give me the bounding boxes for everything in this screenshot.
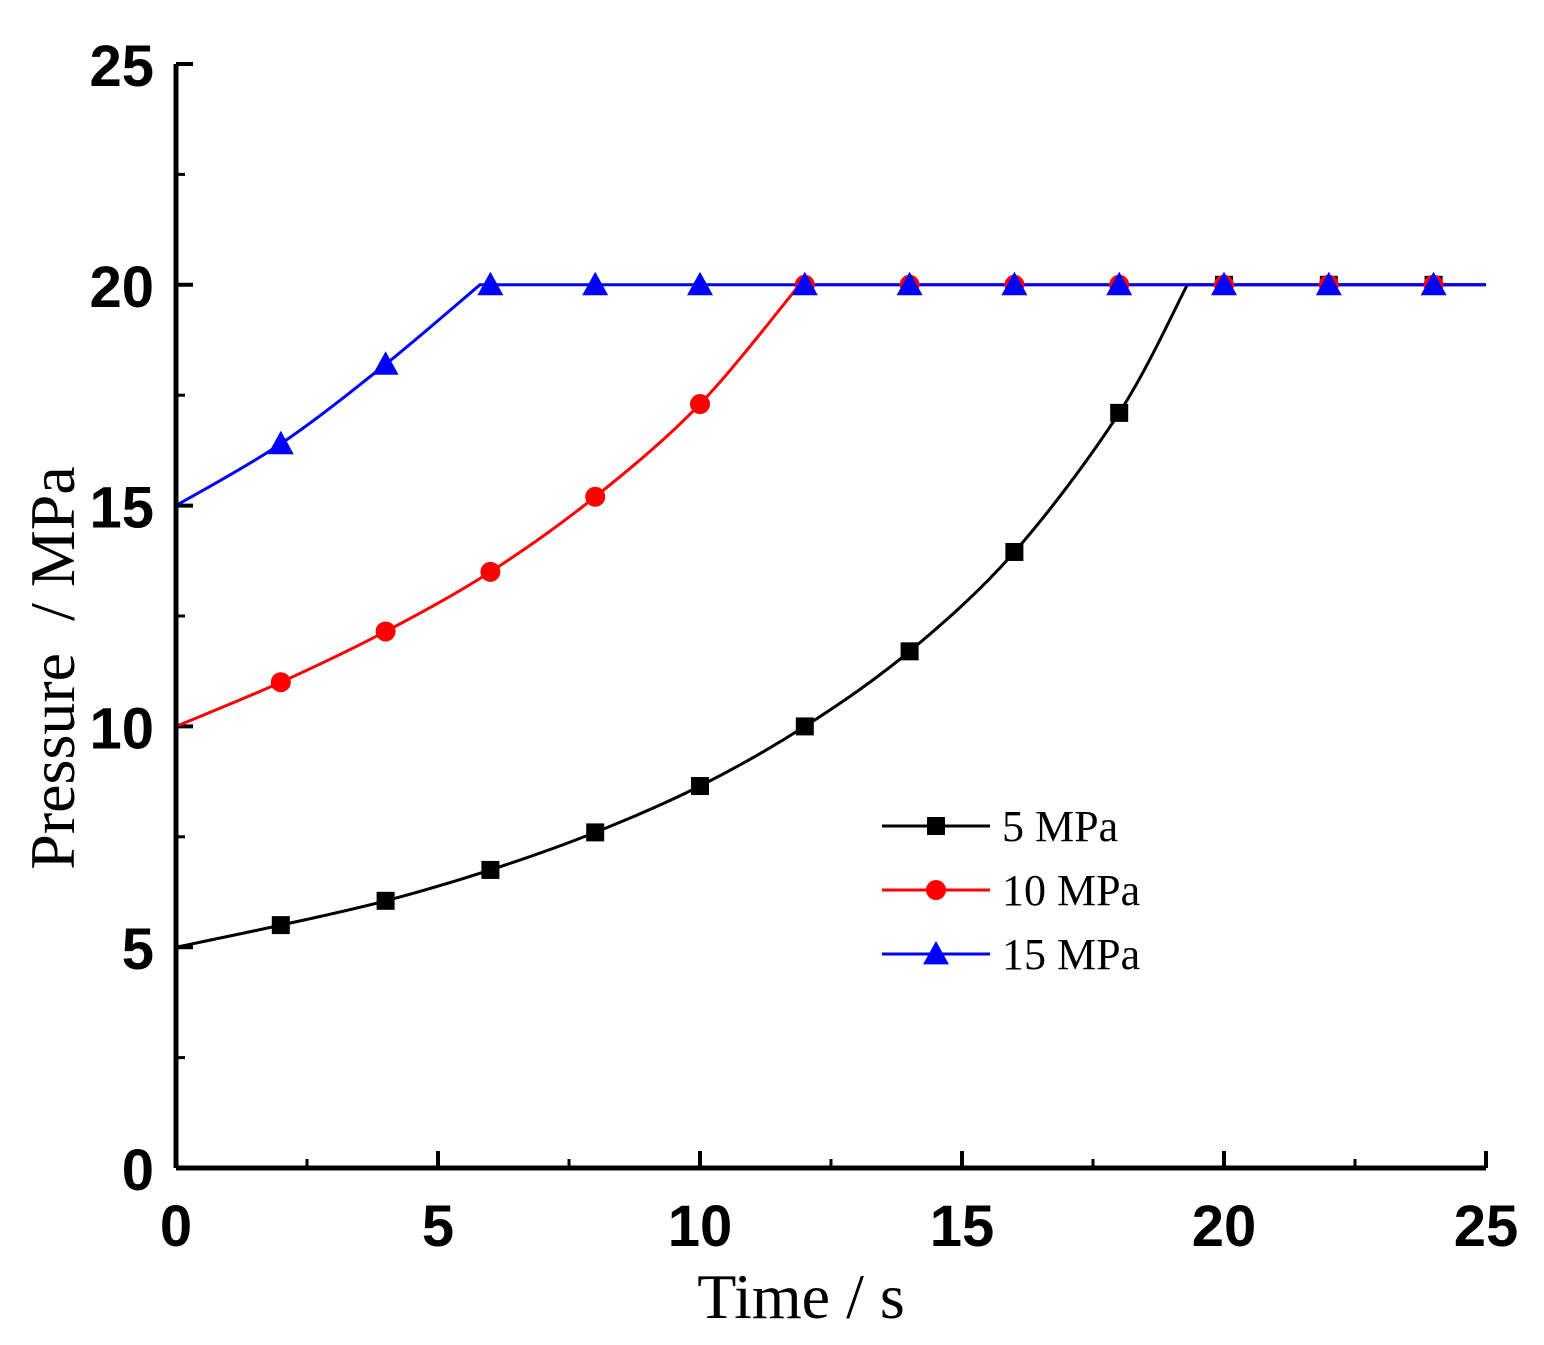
x-tick-label: 5: [422, 1194, 454, 1259]
marker-15-mpa: [582, 271, 609, 296]
legend-marker-15-mpa: [923, 941, 949, 965]
marker-15-mpa: [1315, 271, 1342, 296]
marker-10-mpa: [375, 621, 396, 642]
x-tick-label: 0: [160, 1194, 192, 1259]
legend-label-10-mpa: 10 MPa: [1002, 866, 1140, 915]
marker-5-mpa: [481, 860, 500, 879]
y-tick-label: 0: [122, 1138, 154, 1203]
marker-15-mpa: [687, 271, 713, 296]
series-markers: [267, 271, 1447, 935]
y-tick-label: 10: [89, 696, 154, 761]
y-tick-label: 25: [89, 34, 154, 99]
marker-10-mpa: [270, 672, 291, 693]
x-axis-title: Time / s: [697, 1261, 905, 1332]
x-tick-label: 25: [1454, 1194, 1519, 1259]
series-line-15-mpa: [174, 283, 1486, 1168]
marker-10-mpa: [585, 486, 606, 507]
series-lines: [174, 283, 1486, 1168]
marker-10-mpa: [480, 561, 501, 582]
marker-15-mpa: [267, 430, 294, 455]
marker-5-mpa: [691, 777, 709, 796]
y-tick-label: 5: [122, 917, 154, 982]
marker-5-mpa: [586, 823, 605, 842]
marker-15-mpa: [372, 351, 399, 375]
legend: 5 MPa 10 MPa 15 MPa: [882, 802, 1140, 979]
marker-5-mpa: [900, 642, 919, 661]
minor-ticks: [176, 172, 1357, 1168]
series-line-10-mpa: [174, 283, 1486, 1168]
marker-5-mpa: [1005, 542, 1024, 561]
marker-15-mpa: [791, 271, 818, 296]
y-tick-label: 20: [89, 255, 154, 320]
y-tick-label: 15: [89, 476, 154, 541]
marker-15-mpa: [1106, 271, 1133, 296]
y-tick-labels: 0 5 10 15 20 25: [89, 34, 154, 1203]
legend-marker-10-mpa: [926, 880, 946, 900]
legend-label-5-mpa: 5 MPa: [1002, 802, 1118, 851]
marker-15-mpa: [896, 271, 923, 296]
marker-15-mpa: [477, 271, 504, 296]
marker-5-mpa: [795, 717, 814, 736]
series-line-5-mpa: [174, 283, 1486, 1168]
legend-label-15-mpa: 15 MPa: [1002, 930, 1140, 979]
x-tick-labels: 0 5 10 15 20 25: [160, 1194, 1518, 1259]
marker-5-mpa: [271, 916, 290, 935]
x-tick-label: 20: [1192, 1194, 1257, 1259]
axes: [173, 64, 1486, 1171]
marker-5-mpa: [1110, 403, 1129, 422]
marker-15-mpa: [1211, 271, 1237, 296]
major-ticks: [174, 62, 1488, 1170]
legend-marker-5-mpa: [927, 817, 945, 835]
marker-15-mpa: [1001, 271, 1028, 296]
marker-5-mpa: [376, 891, 395, 910]
x-tick-label: 10: [668, 1194, 733, 1259]
marker-10-mpa: [690, 394, 710, 415]
y-axis-title: Pressure / MPa: [17, 466, 88, 870]
marker-15-mpa: [1420, 271, 1447, 296]
x-tick-label: 15: [930, 1194, 995, 1259]
